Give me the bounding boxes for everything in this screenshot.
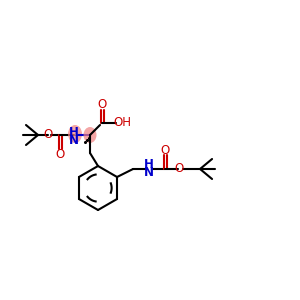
- Ellipse shape: [68, 125, 82, 143]
- Text: N: N: [144, 166, 154, 178]
- Text: OH: OH: [113, 116, 131, 130]
- Text: O: O: [56, 148, 64, 160]
- Text: N: N: [69, 134, 79, 146]
- Text: H: H: [144, 158, 154, 172]
- Text: O: O: [160, 143, 170, 157]
- Text: O: O: [44, 128, 52, 142]
- Text: O: O: [174, 163, 184, 176]
- Ellipse shape: [83, 127, 97, 143]
- Text: H: H: [69, 127, 79, 140]
- Text: O: O: [98, 98, 106, 112]
